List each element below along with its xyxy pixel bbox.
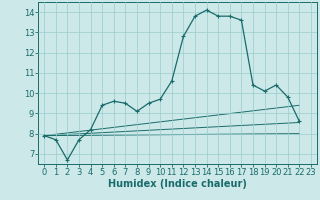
- X-axis label: Humidex (Indice chaleur): Humidex (Indice chaleur): [108, 179, 247, 189]
